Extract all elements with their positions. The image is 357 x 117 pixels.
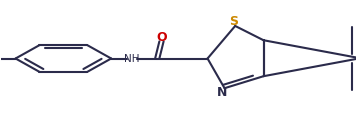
Text: S: S xyxy=(230,15,238,28)
Text: NH: NH xyxy=(124,53,140,64)
Text: O: O xyxy=(156,31,167,44)
Text: N: N xyxy=(217,86,227,99)
